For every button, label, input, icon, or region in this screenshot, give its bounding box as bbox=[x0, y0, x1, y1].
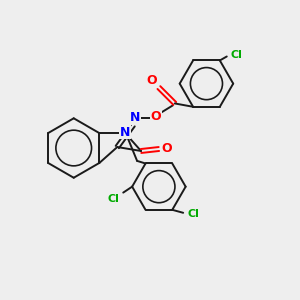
Text: Cl: Cl bbox=[187, 209, 199, 219]
Text: N: N bbox=[130, 111, 140, 124]
Text: O: O bbox=[151, 110, 161, 123]
Text: Cl: Cl bbox=[231, 50, 243, 59]
Text: O: O bbox=[161, 142, 172, 154]
Text: O: O bbox=[147, 74, 157, 87]
Text: N: N bbox=[120, 126, 130, 139]
Text: Cl: Cl bbox=[107, 194, 119, 203]
